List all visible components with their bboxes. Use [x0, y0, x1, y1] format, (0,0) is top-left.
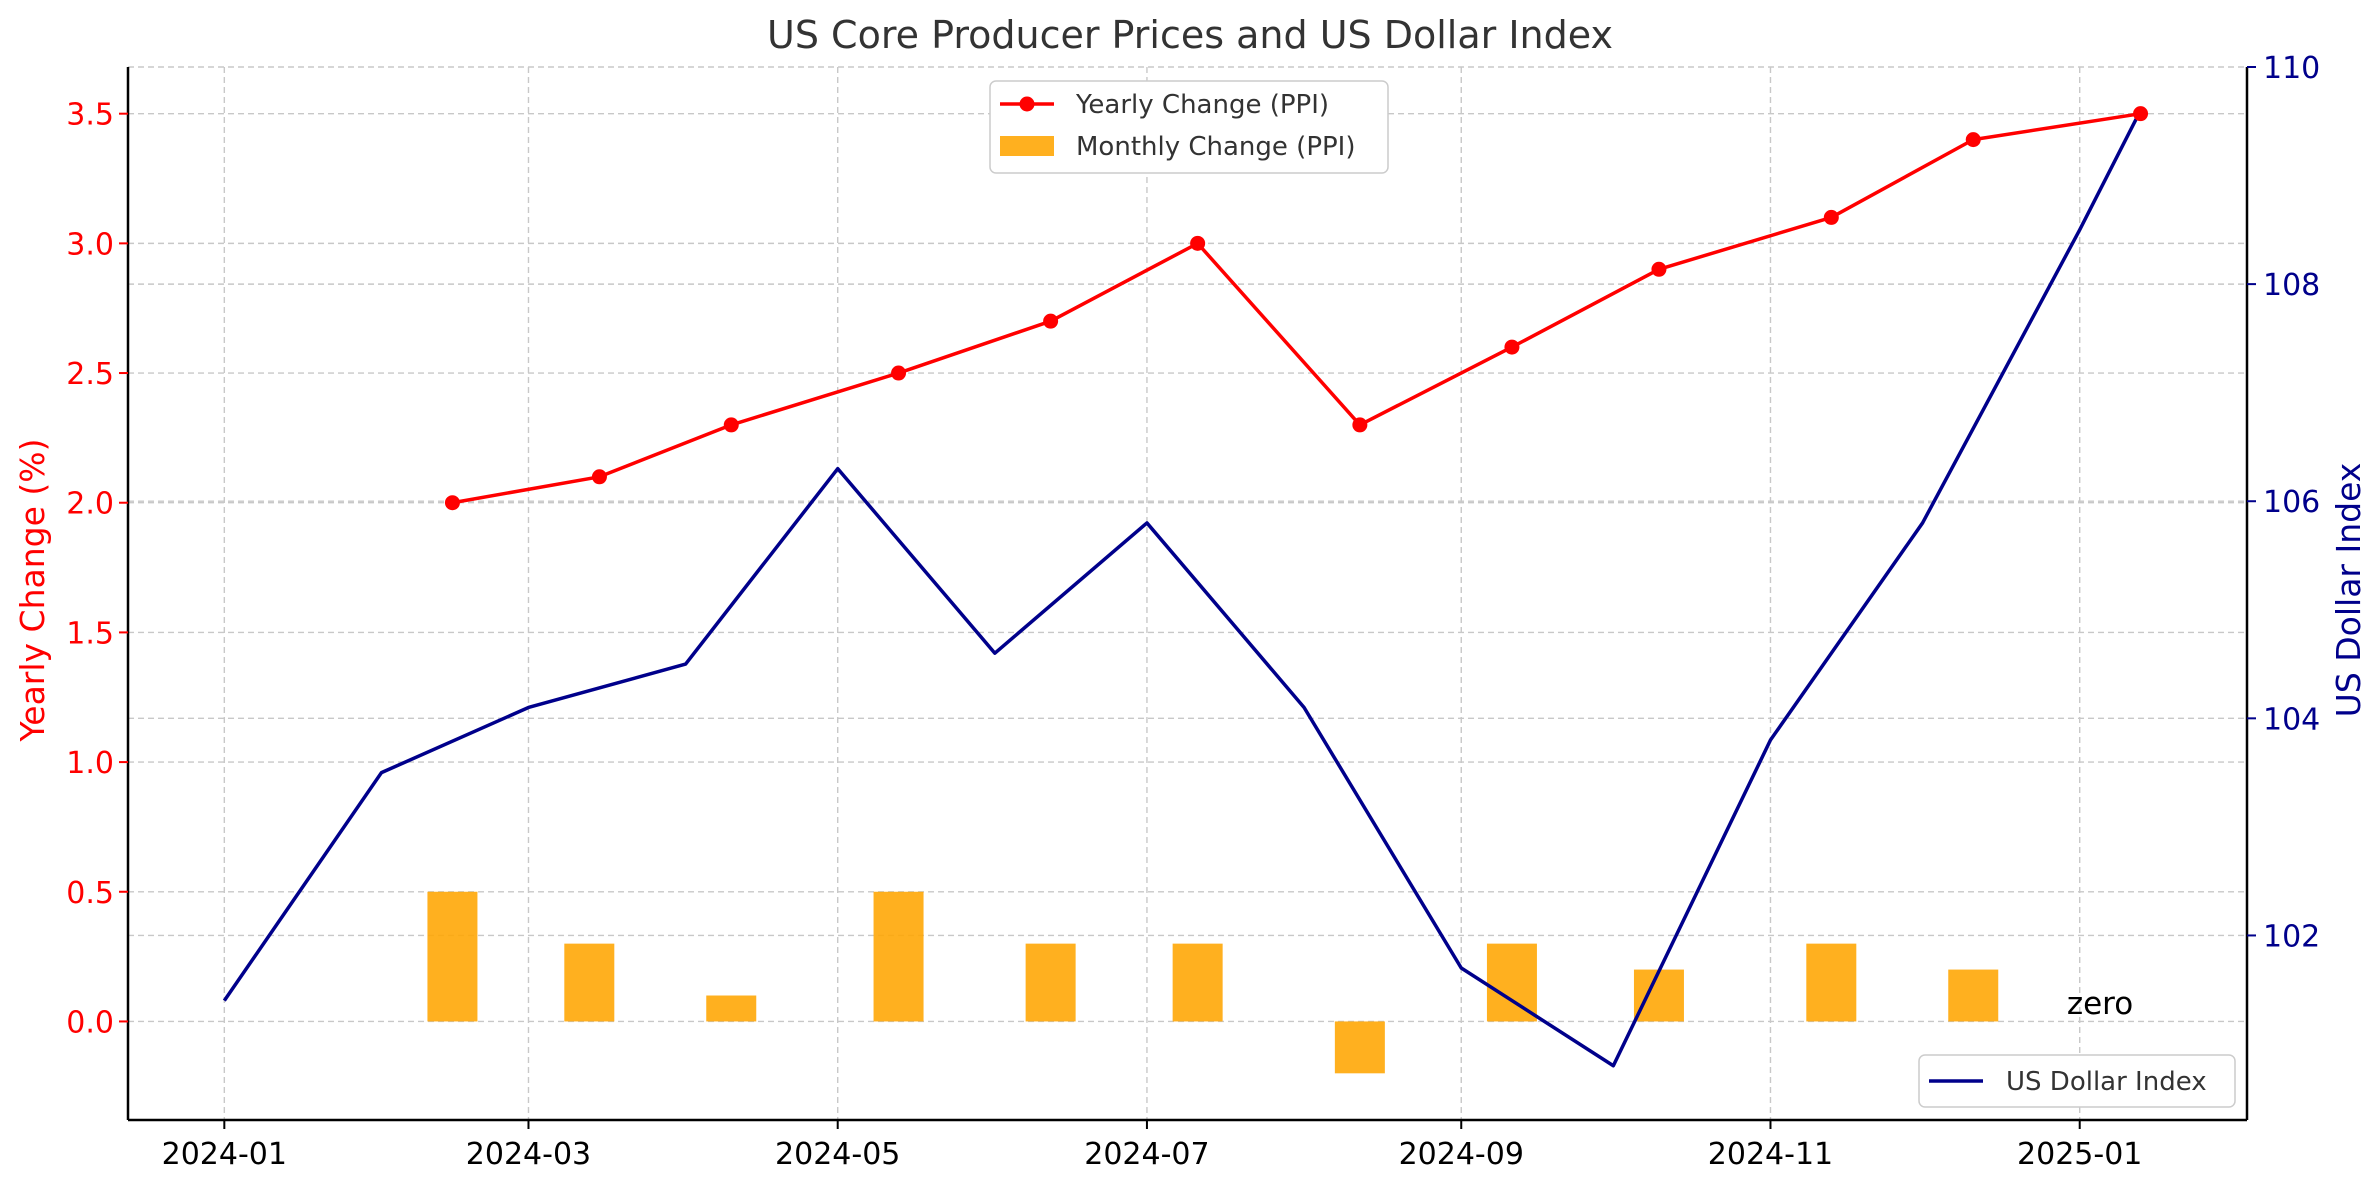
yearly-point — [1190, 235, 1206, 251]
chart-title: US Core Producer Prices and US Dollar In… — [767, 13, 1613, 57]
monthly-bar — [1633, 969, 1684, 1022]
legend-top-box — [989, 80, 1389, 174]
x-tick-label: 2024-11 — [1708, 1137, 1833, 1172]
monthly-bar — [1172, 943, 1223, 1022]
yearly-point — [2133, 106, 2149, 122]
monthly-bar — [1334, 1021, 1385, 1074]
monthly-bar — [706, 995, 757, 1022]
yearly-point — [1352, 417, 1368, 433]
left-tick-label: 0.0 — [66, 1005, 114, 1040]
x-tick-label: 2024-05 — [775, 1137, 900, 1172]
left-tick-label: 1.5 — [66, 616, 114, 651]
yearly-point — [1823, 209, 1839, 225]
axes: 2024-01 2024-03 2024-05 2024-07 2024-09 2024-… — [66, 51, 2320, 1172]
monthly-bar — [427, 891, 478, 1022]
left-tick-label: 1.0 — [66, 746, 114, 781]
legend-monthly-label: Monthly Change (PPI) — [1076, 132, 1356, 162]
left-tick-label: 2.0 — [66, 487, 114, 522]
monthly-bar — [564, 943, 615, 1022]
monthly-bar — [1025, 943, 1076, 1022]
legend-top: Yearly Change (PPI) Monthly Change (PPI) — [989, 80, 1389, 174]
monthly-bar — [1806, 943, 1857, 1022]
yearly-point — [1651, 261, 1667, 277]
yearly-point — [1043, 313, 1059, 329]
yearly-point — [591, 469, 607, 485]
x-tick-label: 2024-03 — [466, 1137, 591, 1172]
yearly-point — [723, 417, 739, 433]
legend-bottom: US Dollar Index — [1918, 1054, 2236, 1108]
monthly-bar — [1948, 969, 1999, 1022]
left-tick-label: 0.5 — [66, 876, 114, 911]
right-tick-label: 108 — [2263, 268, 2320, 303]
legend-yearly-marker-icon — [1019, 96, 1035, 112]
dollar-index-series — [222, 109, 2143, 1068]
x-tick-label: 2024-09 — [1399, 1137, 1524, 1172]
yearly-point — [444, 495, 460, 511]
yearly-point — [1504, 339, 1520, 355]
right-tick-label: 102 — [2263, 919, 2320, 954]
monthly-bar — [873, 891, 924, 1022]
legend-monthly-swatch-icon — [1000, 136, 1054, 156]
right-tick-label: 110 — [2263, 51, 2320, 86]
left-tick-label: 3.5 — [66, 98, 114, 133]
right-axis-title: US Dollar Index — [2329, 463, 2368, 718]
monthly-change-bars — [427, 891, 1999, 1074]
yearly-point — [1965, 132, 1981, 148]
right-tick-label: 106 — [2263, 485, 2320, 520]
zero-annotation: zero — [2067, 986, 2133, 1022]
left-axis-title: Yearly Change (%) — [13, 439, 52, 743]
x-tick-label: 2024-07 — [1084, 1137, 1209, 1172]
dollar-index-line — [222, 109, 2143, 1068]
x-tick-label: 2025-01 — [2017, 1137, 2142, 1172]
x-tick-label: 2024-01 — [162, 1137, 287, 1172]
right-tick-label: 104 — [2263, 702, 2320, 737]
yearly-point — [891, 365, 907, 381]
monthly-bar — [1486, 943, 1537, 1022]
grid-layer — [128, 66, 2247, 1120]
yearly-change-series — [444, 106, 2149, 511]
legend-bottom-box — [1918, 1054, 2236, 1108]
legend-yearly-label: Yearly Change (PPI) — [1075, 90, 1329, 120]
legend-dollar-label: US Dollar Index — [2006, 1067, 2207, 1097]
yearly-change-line — [452, 111, 2141, 505]
left-tick-label: 2.5 — [66, 357, 114, 392]
left-tick-label: 3.0 — [66, 227, 114, 262]
